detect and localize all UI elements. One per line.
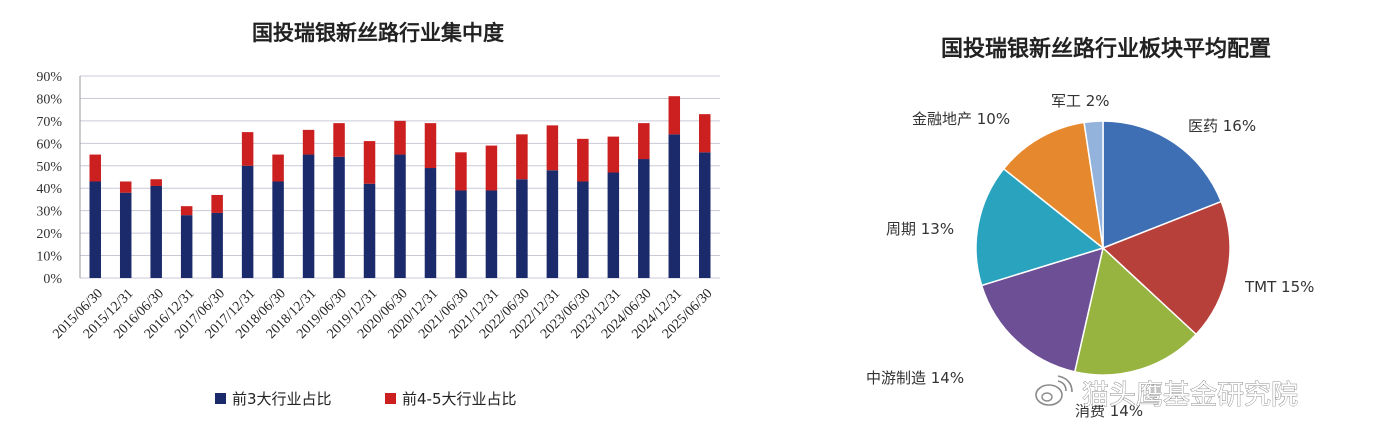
bar-legend: 前3大行业占比 前4-5大行业占比: [215, 390, 517, 408]
bar-series: [89, 96, 711, 278]
bar-top4-5: [516, 134, 528, 180]
bar-top3: [180, 215, 193, 278]
y-tick-label: 20%: [36, 227, 62, 242]
bar-top3: [607, 172, 620, 278]
bar-top4-5: [699, 114, 711, 153]
bar-top4-5: [241, 132, 254, 166]
y-tick-label: 80%: [36, 92, 62, 107]
legend-label-series-2: 前4-5大行业占比: [402, 390, 517, 408]
bar-top4-5: [424, 123, 437, 169]
y-tick-label: 0%: [43, 272, 62, 287]
y-tick-label: 70%: [36, 115, 62, 130]
bar-top3: [394, 154, 406, 278]
bar-top3: [485, 190, 498, 278]
bar-top3: [363, 183, 376, 278]
pie-label-pharma: 医药 16%: [1188, 117, 1256, 135]
bar-top4-5: [272, 154, 284, 182]
bar-top4-5: [211, 194, 223, 213]
bar-top3: [272, 181, 284, 278]
bar-top4-5: [363, 141, 376, 184]
pie-slice-pharma: [1102, 120, 1223, 250]
bar-top4-5: [394, 120, 406, 155]
pie-slice-midstream: [980, 246, 1105, 373]
bar-top3: [455, 190, 467, 278]
bar-top3: [516, 179, 528, 278]
bar-top4-5: [607, 136, 620, 173]
bar-top4-5: [333, 123, 345, 157]
pie-label-military: 军工 2%: [1051, 92, 1110, 110]
bar-top3: [150, 185, 162, 278]
bar-top3: [668, 134, 681, 278]
pie-label-midstream: 中游制造 14%: [866, 369, 964, 387]
bar-top4-5: [485, 145, 498, 191]
bar-top4-5: [150, 179, 162, 186]
bar-top3: [333, 156, 345, 278]
bar-top4-5: [577, 138, 589, 182]
pie-slice-consumer: [1073, 246, 1198, 376]
bar-top4-5: [455, 152, 467, 191]
bar-top4-5: [638, 123, 650, 160]
pie-slice-tmt: [1101, 200, 1231, 336]
legend-label-series-1: 前3大行业占比: [232, 390, 332, 408]
bar-y-axis: 0% 10% 20% 30% 40% 50% 60% 70% 80% 90%: [36, 70, 62, 287]
legend-swatch-series-1: [215, 393, 226, 404]
y-tick-label: 90%: [36, 70, 62, 85]
y-tick-label: 10%: [36, 250, 62, 265]
y-tick-label: 50%: [36, 160, 62, 175]
pie-slices: [975, 120, 1231, 376]
watermark-text: 猫头鹰基金研究院: [1082, 380, 1298, 411]
bar-top3: [211, 212, 223, 278]
bar-top3: [241, 165, 254, 278]
pie-slice-finance: [1002, 121, 1105, 250]
bar-chart-title: 国投瑞银新丝路行业集中度: [252, 21, 504, 45]
bar-top4-5: [89, 154, 101, 182]
bar-top3: [119, 192, 132, 278]
bar-top3: [302, 154, 315, 278]
pie-chart-title: 国投瑞银新丝路行业板块平均配置: [941, 36, 1271, 62]
watermark: 猫头鹰基金研究院: [1035, 375, 1298, 411]
bar-top4-5: [180, 206, 193, 216]
bar-chart: 国投瑞银新丝路行业集中度 0% 10% 20% 30% 40% 50% 60% 70% 80% 9…: [36, 21, 720, 408]
y-tick-label: 30%: [36, 205, 62, 220]
bar-top4-5: [119, 181, 132, 193]
pie-labels: 医药 16% TMT 15% 消费 14% 中游制造 14% 周期 13% 金融…: [866, 92, 1314, 420]
bar-top4-5: [302, 129, 315, 155]
bar-x-axis: 2015/06/302015/12/312016/06/302016/12/31…: [50, 286, 715, 342]
y-tick-label: 60%: [36, 137, 62, 152]
bar-top4-5: [668, 96, 681, 135]
y-tick-label: 40%: [36, 182, 62, 197]
pie-label-tmt: TMT 15%: [1244, 278, 1314, 296]
pie-label-consumer: 消费 14%: [1075, 402, 1143, 420]
bar-top4-5: [546, 125, 559, 171]
weibo-icon: [1035, 375, 1073, 406]
pie-slice-military: [1083, 120, 1104, 249]
pie-label-finance: 金融地产 10%: [912, 110, 1010, 128]
pie-slice-cyclical: [975, 167, 1105, 287]
bar-top3: [577, 181, 589, 278]
bar-top3: [699, 152, 711, 278]
pie-label-cyclical: 周期 13%: [886, 220, 954, 238]
bar-top3: [89, 181, 101, 278]
bar-top3: [638, 159, 650, 278]
legend-swatch-series-2: [385, 393, 396, 404]
bar-top3: [546, 170, 559, 278]
bar-top3: [424, 168, 437, 278]
